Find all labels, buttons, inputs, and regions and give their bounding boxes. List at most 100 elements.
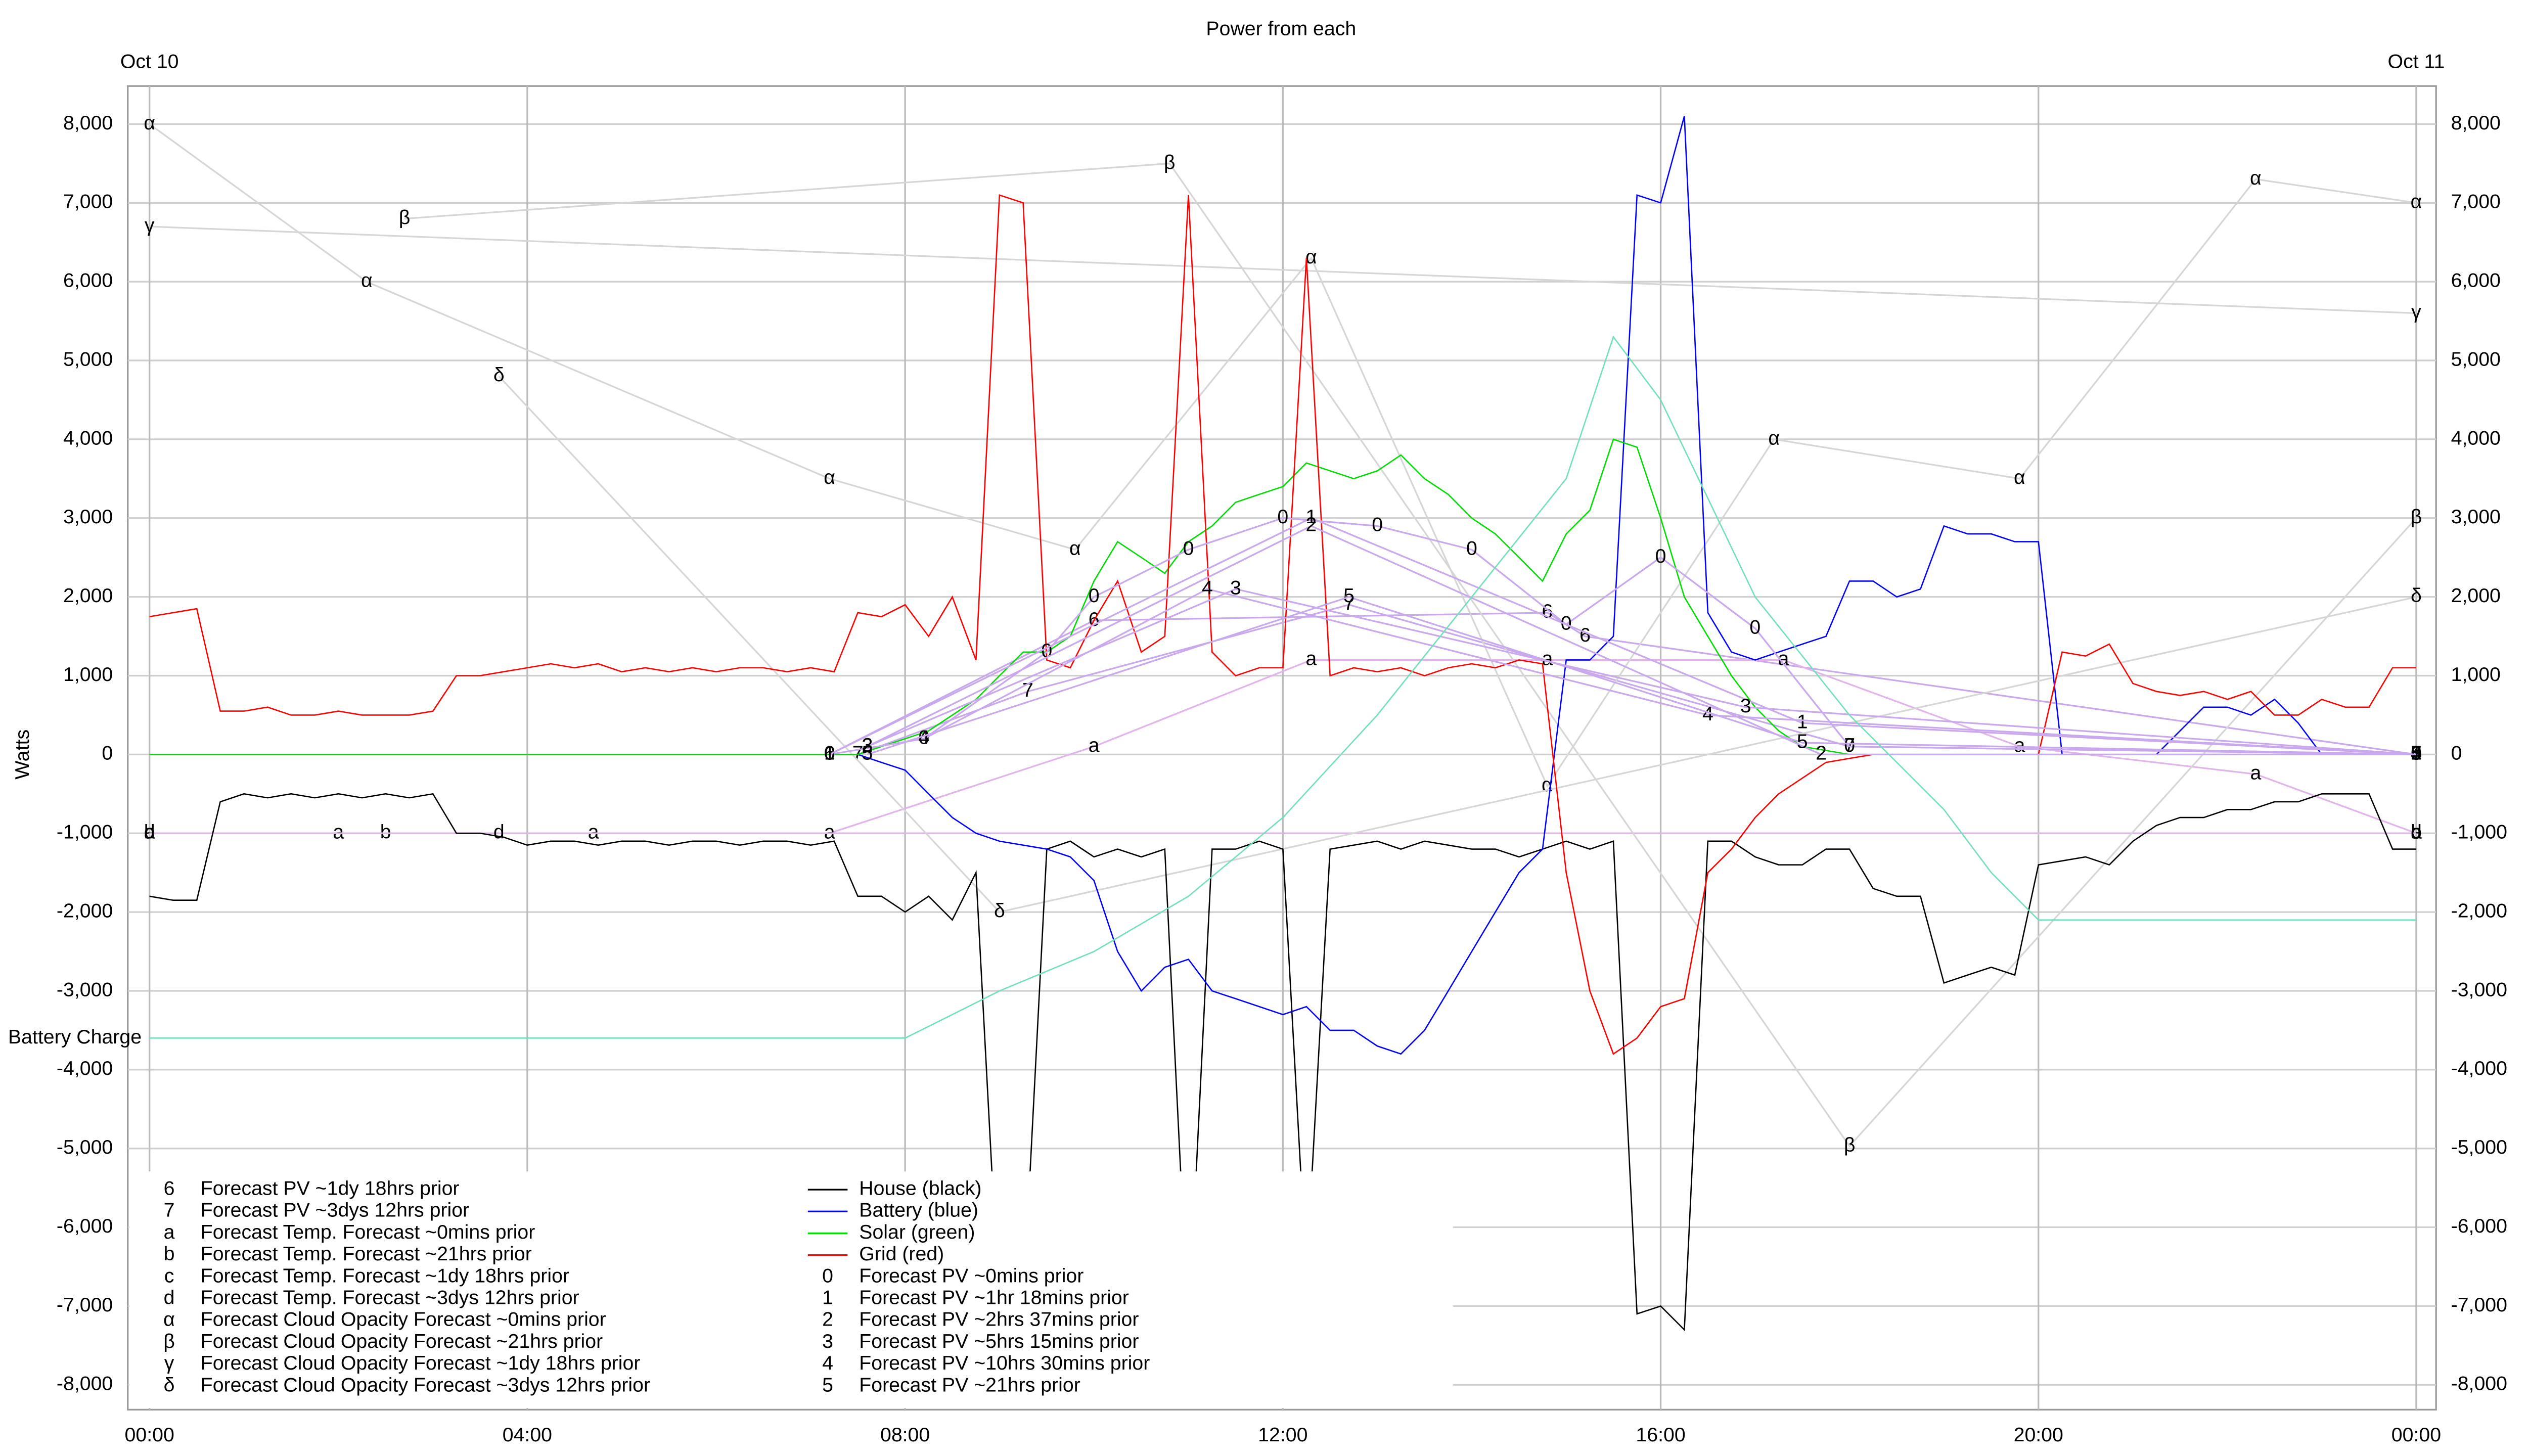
y-tick-label: 8,000 (63, 112, 113, 134)
legend-marker: 4 (822, 1352, 833, 1374)
series-line (404, 162, 2417, 1148)
series-marker: 0 (919, 726, 930, 749)
legend-label: Forecast PV ~10hrs 30mins prior (859, 1352, 1150, 1374)
series-marker: 2 (1816, 742, 1827, 764)
series-marker: a (2250, 762, 2261, 784)
x-tick-label: 16:00 (1636, 1424, 1685, 1446)
series-marker: b (380, 821, 391, 843)
series-line (923, 588, 2416, 755)
series-marker: 4 (2411, 742, 2422, 764)
y-tick-label: 5,000 (63, 348, 113, 370)
y-tick-label: 4,000 (63, 427, 113, 449)
series-marker: 0 (1655, 545, 1666, 567)
series-line (149, 793, 2416, 1332)
legend-label: Forecast Temp. Forecast ~21hrs prior (201, 1243, 532, 1265)
x-tick-label: 00:00 (2391, 1424, 2441, 1446)
series-marker: α (361, 269, 373, 292)
legend-label: Forecast Cloud Opacity Forecast ~3dys 12… (201, 1374, 650, 1396)
series-marker: a (1542, 648, 1553, 670)
legend-label: Grid (red) (859, 1243, 944, 1265)
series-marker: 0 (1561, 612, 1572, 634)
x-tick-label: 20:00 (2014, 1424, 2063, 1446)
y-tick-label: 1,000 (63, 663, 113, 686)
series-marker: 1 (1797, 710, 1808, 733)
y-tick-label: -8,000 (57, 1373, 113, 1395)
series-marker: β (2411, 506, 2422, 528)
legend-marker: c (164, 1264, 174, 1287)
series-marker: δ (493, 364, 505, 386)
x-tick-label: 04:00 (503, 1424, 552, 1446)
legend-marker: β (163, 1330, 175, 1352)
y-tick-label: -3,000 (57, 978, 113, 1000)
series-marker: 6 (1579, 624, 1591, 646)
series-line (498, 376, 2417, 913)
legend-marker: 5 (822, 1374, 833, 1396)
series-marker: 7 (852, 742, 864, 764)
legend-label: Forecast PV ~3dys 12hrs prior (201, 1199, 469, 1221)
series-marker: β (399, 206, 411, 229)
series-marker: a (1305, 648, 1317, 670)
series-marker: 5 (1343, 584, 1355, 607)
series-marker: δ (2411, 584, 2422, 607)
chart-title: Power from each (1206, 17, 1356, 39)
series-marker: d (2411, 821, 2422, 843)
y2-tick-label: -3,000 (2451, 978, 2507, 1000)
y2-tick-label: -8,000 (2451, 1373, 2507, 1395)
x-tick-label: 12:00 (1258, 1424, 1307, 1446)
legend-marker: d (164, 1286, 175, 1308)
series-marker: b (144, 821, 155, 843)
x-tick-label: 08:00 (880, 1424, 930, 1446)
y2-tick-label: 4,000 (2451, 427, 2501, 449)
legend-label: Forecast PV ~21hrs prior (859, 1374, 1080, 1396)
y2-tick-label: -7,000 (2451, 1294, 2507, 1316)
series-marker: α (2411, 191, 2422, 213)
legend-label: Forecast Cloud Opacity Forecast ~1dy 18h… (201, 1352, 641, 1374)
series-marker: 7 (1844, 734, 1855, 756)
legend-marker: 3 (822, 1330, 833, 1352)
y-tick-label: -2,000 (57, 899, 113, 922)
legend-marker: 6 (164, 1177, 175, 1199)
x-tick-label: 00:00 (125, 1424, 174, 1446)
series-marker: α (1305, 246, 1317, 268)
series-marker: β (1844, 1133, 1856, 1156)
y2-tick-label: 0 (2451, 742, 2462, 764)
y2-tick-label: -5,000 (2451, 1136, 2507, 1158)
legend-box (129, 1171, 1454, 1408)
series-marker: d (493, 821, 505, 843)
y-tick-label: 7,000 (63, 191, 113, 213)
series-marker: 3 (862, 734, 873, 756)
series-marker: d (144, 821, 155, 843)
series-marker: c (2411, 821, 2421, 843)
y2-tick-label: 8,000 (2451, 112, 2501, 134)
legend-label: Battery (blue) (859, 1199, 978, 1221)
series-marker: 2 (2411, 742, 2422, 764)
y-tick-label: -7,000 (57, 1294, 113, 1316)
series-marker: 2 (862, 734, 873, 756)
series-marker: 0 (2411, 742, 2422, 764)
legend: 6 Forecast PV ~1dy 18hrs prior 7 Forecast P… (129, 1171, 1454, 1408)
series-line (867, 525, 2416, 755)
series-marker: 2 (1305, 514, 1317, 536)
series-marker: a (2014, 734, 2025, 756)
series-marker: α (2250, 167, 2262, 189)
y-tick-label: 6,000 (63, 269, 113, 292)
legend-label: Forecast PV ~5hrs 15mins prior (859, 1330, 1139, 1352)
series-marker: 3 (1740, 695, 1751, 717)
series-marker: β (1164, 151, 1176, 173)
legend-label: House (black) (859, 1177, 981, 1199)
y-tick-label: -4,000 (57, 1057, 113, 1079)
series-marker: γ (2411, 301, 2421, 323)
legend-marker: δ (164, 1374, 175, 1396)
series-marker: 3 (1230, 576, 1241, 599)
series-marker: 1 (1305, 506, 1317, 528)
y-axis-label: Watts (11, 730, 33, 780)
series-marker: 5 (1797, 730, 1808, 752)
legend-label: Forecast PV ~1hr 18mins prior (859, 1286, 1129, 1308)
series-line (149, 225, 2416, 314)
series-marker: 6 (2411, 742, 2422, 764)
series-marker: 0 (1183, 537, 1194, 559)
series-marker: γ (145, 214, 155, 236)
y2-tick-label: 3,000 (2451, 506, 2501, 528)
legend-marker: 7 (164, 1199, 175, 1221)
